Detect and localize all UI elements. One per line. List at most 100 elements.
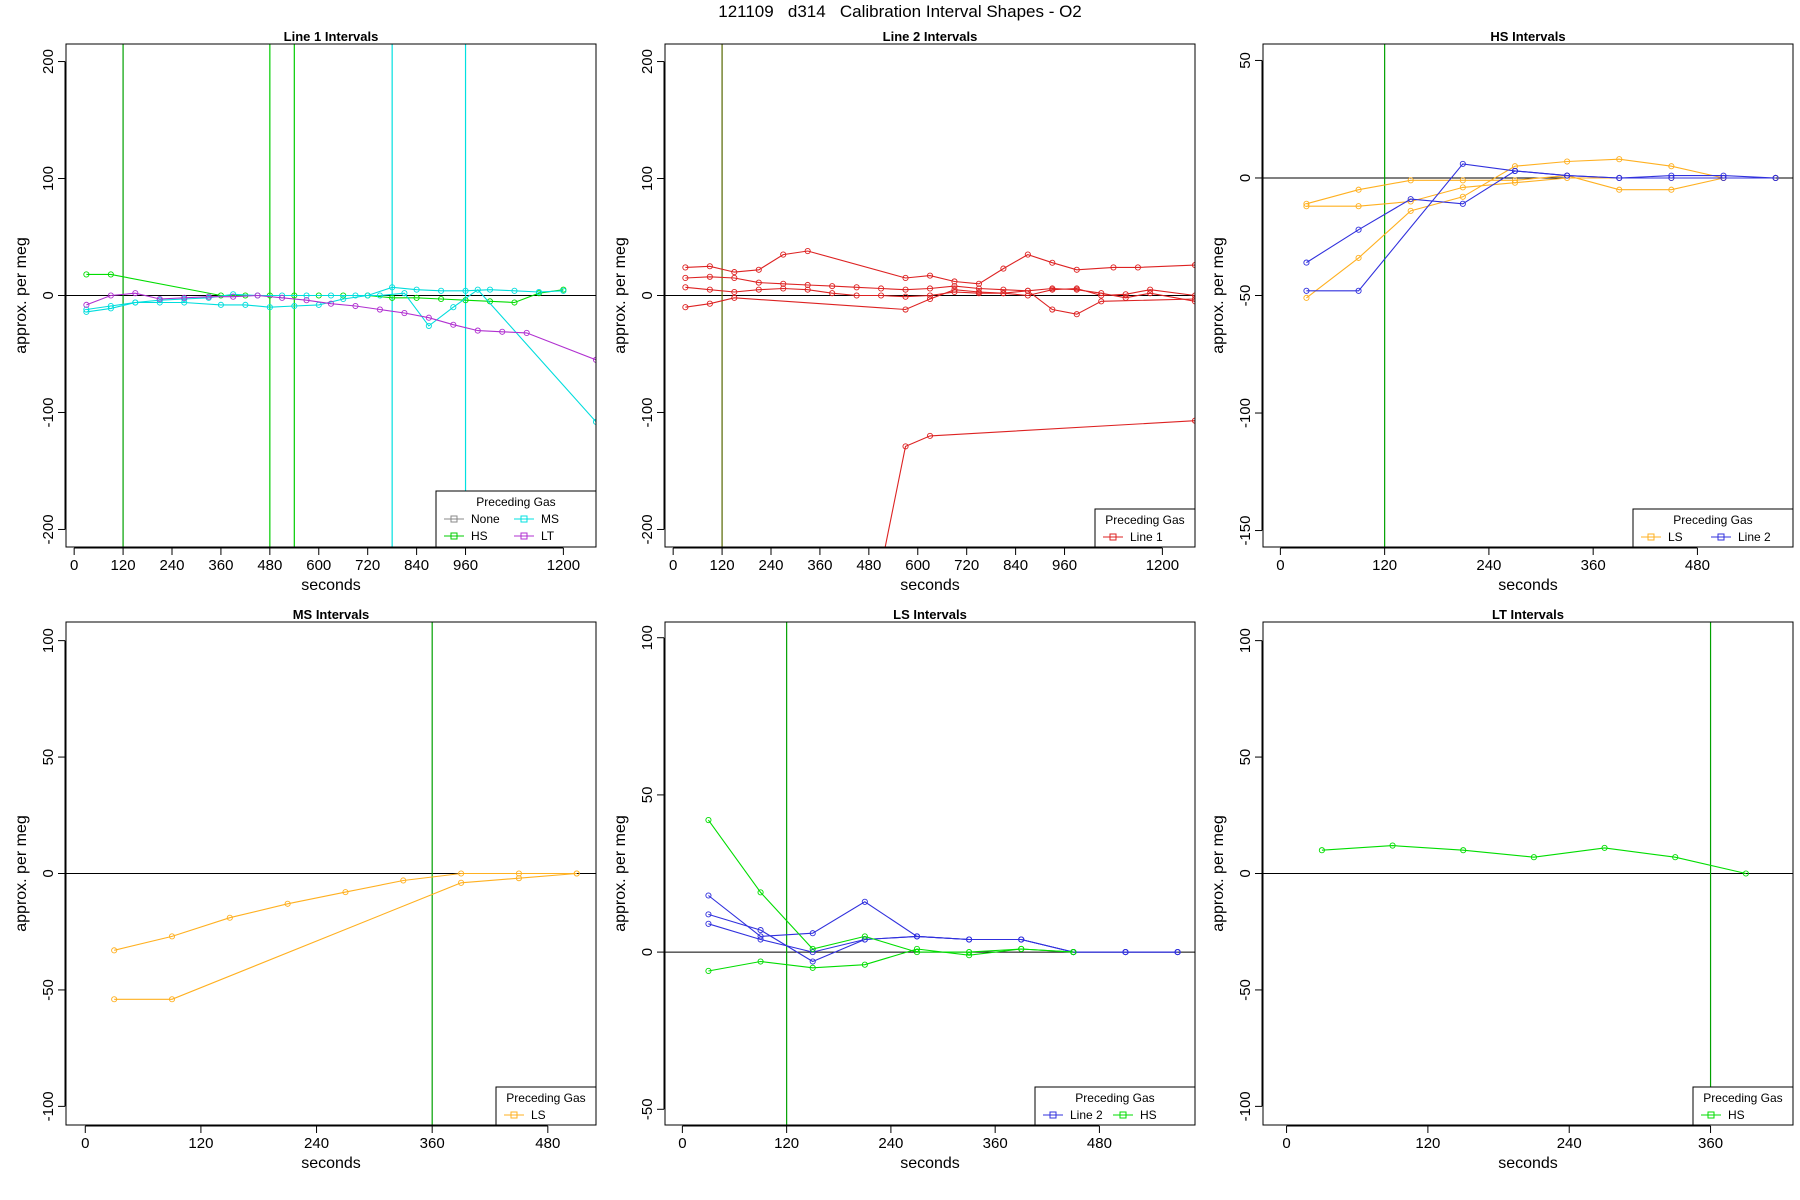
legend-entry-label: LS	[531, 1108, 546, 1122]
data-point	[535, 288, 542, 296]
data-point	[132, 290, 139, 297]
y-tick-label: 100	[639, 166, 656, 191]
legend-entry-label: Line 2	[1070, 1108, 1103, 1122]
x-axis-label: seconds	[301, 577, 361, 594]
data-point	[83, 301, 90, 308]
data-point	[1459, 193, 1466, 200]
data-point	[291, 302, 298, 310]
y-tick-label: 0	[1237, 869, 1254, 877]
data-point	[1191, 292, 1195, 299]
data-point	[1147, 286, 1154, 293]
data-point	[401, 309, 408, 317]
data-point	[878, 292, 885, 299]
data-point	[731, 274, 738, 282]
data-point	[757, 958, 764, 965]
legend-box	[1692, 1086, 1794, 1126]
series-line	[685, 250, 1195, 285]
data-point	[1355, 287, 1362, 294]
plot-frame	[1262, 621, 1794, 1126]
data-point	[706, 286, 713, 293]
plot-frame	[664, 621, 1196, 1126]
data-point	[853, 292, 860, 299]
legend-swatch-marker	[520, 532, 528, 540]
x-tick-label: 840	[404, 557, 429, 574]
x-tick-label: 1200	[547, 557, 580, 574]
data-point	[1122, 949, 1129, 956]
data-point	[592, 418, 596, 425]
chart-panel-1: Line 1 Intervals 0 120 240 360 480 600 720 840 96…	[13, 29, 597, 594]
data-point	[1772, 174, 1779, 182]
data-point	[705, 892, 712, 899]
data-point	[111, 947, 118, 954]
x-axis-label: seconds	[1498, 577, 1558, 594]
data-point	[1122, 291, 1129, 298]
data-point	[804, 247, 811, 255]
data-point	[266, 304, 273, 311]
data-point	[1616, 174, 1623, 182]
chart-title: HS Intervals	[1490, 29, 1565, 44]
x-tick-label: 360	[1581, 557, 1606, 574]
data-point	[705, 967, 712, 975]
y-tick-label: -150	[1237, 516, 1254, 546]
data-point	[902, 286, 909, 293]
data-point	[1134, 264, 1141, 271]
data-point	[1355, 254, 1362, 261]
plot-frame	[1262, 43, 1794, 548]
data-point	[1318, 847, 1325, 854]
y-tick-label: 0	[40, 869, 57, 877]
data-point	[83, 271, 90, 278]
data-point	[450, 321, 457, 328]
series-line	[685, 286, 1195, 298]
data-point	[951, 278, 958, 285]
y-tick-label: -50	[40, 979, 57, 1001]
data-point	[376, 292, 383, 299]
y-tick-label: -50	[1237, 979, 1254, 1001]
data-point	[458, 870, 465, 877]
data-point	[279, 294, 286, 301]
data-point	[755, 266, 762, 273]
chart-panel-3: HS Intervals 0 120 240 360 480 seconds -150 -100…	[1210, 29, 1794, 594]
legend-swatch-marker	[1647, 533, 1655, 541]
legend: Preceding Gas LS Line 2	[1632, 508, 1794, 548]
legend: Preceding Gas HS	[1692, 1086, 1794, 1126]
data-point	[926, 285, 934, 292]
data-point	[1668, 186, 1675, 193]
data-point	[861, 898, 868, 905]
data-point	[682, 274, 689, 282]
data-point	[682, 264, 689, 271]
data-point	[926, 432, 934, 439]
data-point	[926, 292, 934, 299]
series-line	[1306, 170, 1776, 264]
data-point	[217, 301, 224, 308]
data-point	[1049, 286, 1056, 293]
data-point	[1018, 936, 1025, 943]
data-point	[342, 889, 349, 896]
data-point	[1459, 177, 1466, 184]
data-point	[1459, 184, 1466, 191]
data-point	[1174, 949, 1181, 956]
data-point	[1049, 259, 1056, 266]
legend-box	[1034, 1086, 1196, 1126]
data-point	[284, 900, 291, 907]
series-line	[884, 420, 1195, 547]
plot-area	[66, 44, 596, 547]
data-point	[168, 996, 176, 1003]
data-point	[462, 287, 469, 294]
data-point	[1355, 186, 1362, 193]
data-point	[425, 322, 432, 329]
legend-entry-label: MS	[541, 512, 559, 526]
data-point	[966, 936, 973, 943]
data-point	[1000, 286, 1007, 293]
x-tick-label: 120	[710, 557, 735, 574]
data-point	[780, 280, 787, 287]
data-point	[731, 288, 738, 296]
plot-area	[66, 622, 596, 1125]
legend: Preceding Gas Line 1	[1094, 508, 1196, 548]
y-tick-label: 50	[639, 787, 656, 804]
x-tick-label: 240	[1557, 1135, 1582, 1152]
y-tick-label: 50	[40, 749, 57, 766]
page-title: 121109 d314 Calibration Interval Shapes …	[718, 2, 1082, 21]
x-tick-label: 480	[1685, 557, 1710, 574]
legend-title: Preceding Gas	[1673, 513, 1752, 527]
